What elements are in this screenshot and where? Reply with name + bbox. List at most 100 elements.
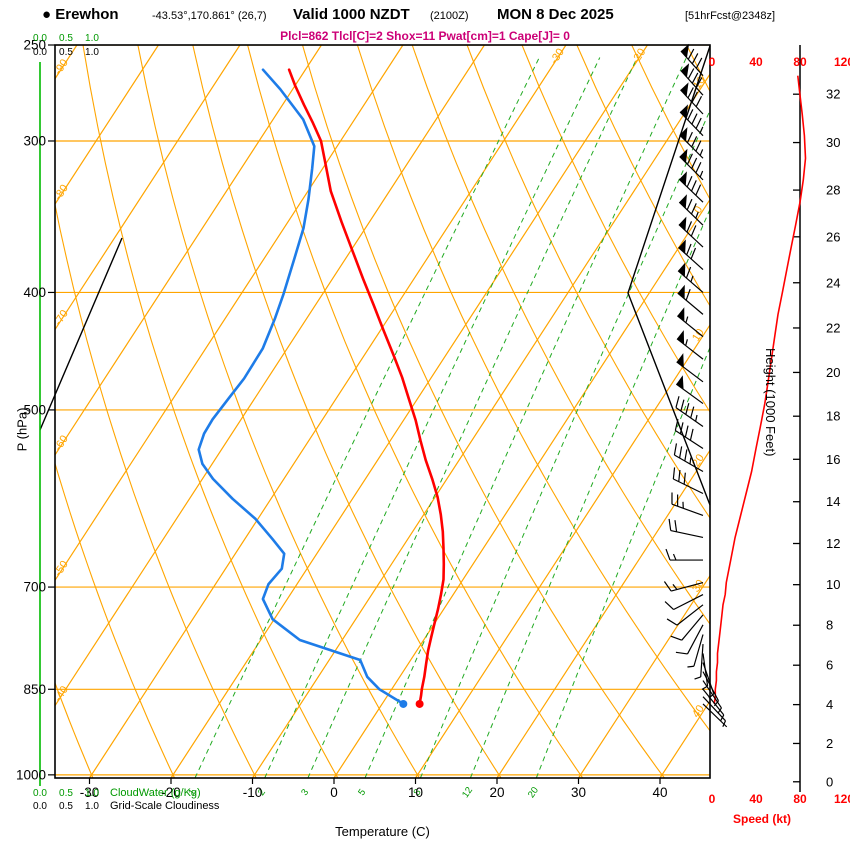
svg-text:26: 26 bbox=[826, 229, 840, 244]
cloudiness-scale-bottom-1: 1.0 bbox=[85, 801, 99, 812]
svg-text:16: 16 bbox=[826, 452, 840, 467]
valid-date: MON 8 Dec 2025 bbox=[497, 6, 614, 23]
svg-text:120: 120 bbox=[834, 792, 850, 806]
svg-text:32: 32 bbox=[826, 87, 840, 102]
svg-text:22: 22 bbox=[826, 320, 840, 335]
svg-text:12: 12 bbox=[826, 536, 840, 551]
plot-frame bbox=[54, 44, 711, 779]
cloudiness-scale-top-1: 1.0 bbox=[85, 47, 99, 58]
svg-text:0: 0 bbox=[709, 55, 716, 69]
svg-text:8: 8 bbox=[826, 618, 833, 633]
station-title: ● Erewhon bbox=[42, 6, 119, 23]
mixing-ratio-labels: 1 2 3 5 8 12 20 bbox=[186, 785, 541, 800]
station-bullet-icon: ● bbox=[42, 6, 52, 23]
svg-text:300: 300 bbox=[23, 133, 46, 148]
svg-text:120: 120 bbox=[834, 55, 850, 69]
svg-text:20: 20 bbox=[526, 785, 541, 800]
svg-text:-30: -30 bbox=[548, 46, 567, 66]
svg-text:500: 500 bbox=[23, 402, 46, 417]
svg-text:80: 80 bbox=[793, 55, 807, 69]
svg-text:2: 2 bbox=[826, 736, 833, 751]
speed-axis-labels: 0040408080120120 bbox=[709, 55, 850, 806]
station-coordinates: -43.53°,170.861° (26,7) bbox=[152, 10, 267, 22]
svg-text:40: 40 bbox=[749, 792, 763, 806]
svg-text:3: 3 bbox=[299, 787, 311, 798]
aux-reference-line bbox=[627, 45, 711, 506]
svg-text:30: 30 bbox=[826, 135, 840, 150]
svg-text:1000: 1000 bbox=[16, 767, 46, 782]
svg-text:-30: -30 bbox=[80, 785, 100, 800]
cloudiness-scale-top-0: 0.0 bbox=[33, 47, 47, 58]
mixing-ratio-lines bbox=[194, 57, 710, 778]
station-name: Erewhon bbox=[55, 6, 119, 23]
cloudwater-scale-top-1: 1.0 bbox=[85, 33, 99, 44]
svg-text:30: 30 bbox=[690, 578, 707, 595]
svg-text:40: 40 bbox=[652, 785, 667, 800]
svg-text:0: 0 bbox=[692, 204, 705, 216]
svg-text:20: 20 bbox=[489, 785, 504, 800]
svg-text:18: 18 bbox=[826, 409, 840, 424]
cloudiness-scale-top-05: 0.5 bbox=[59, 47, 73, 58]
temperature-curve bbox=[287, 68, 446, 706]
temperature-axis-title: Temperature (C) bbox=[335, 824, 430, 839]
svg-text:-10: -10 bbox=[243, 785, 263, 800]
svg-text:-20: -20 bbox=[630, 46, 649, 66]
cloudwater-scale-bottom-05: 0.5 bbox=[59, 788, 73, 799]
svg-text:10: 10 bbox=[408, 785, 423, 800]
svg-text:14: 14 bbox=[826, 494, 840, 509]
svg-text:28: 28 bbox=[826, 183, 840, 198]
cloudwater-scale-top-0: 0.0 bbox=[33, 33, 47, 44]
height-axis-title: Height (1000 Feet) bbox=[763, 348, 778, 457]
forecast-hour: [51hrFcst@2348z] bbox=[685, 10, 776, 22]
svg-text:2: 2 bbox=[256, 787, 268, 798]
svg-text:6: 6 bbox=[826, 658, 833, 673]
cloudwater-scale-top-05: 0.5 bbox=[59, 33, 73, 44]
cloudiness-scale-bottom-0: 0.0 bbox=[33, 801, 47, 812]
surface-dots bbox=[399, 699, 424, 708]
dewpoint-curve bbox=[197, 68, 405, 706]
svg-text:-20: -20 bbox=[161, 785, 181, 800]
svg-text:4: 4 bbox=[826, 697, 833, 712]
speed-axis-title: Speed (kt) bbox=[733, 812, 792, 826]
cloudwater-scale-bottom-1: 1.0 bbox=[85, 788, 99, 799]
valid-time-zulu: (2100Z) bbox=[430, 10, 469, 22]
cloudwater-scale-bottom-0: 0.0 bbox=[33, 788, 47, 799]
svg-text:8: 8 bbox=[412, 787, 424, 798]
svg-text:1: 1 bbox=[186, 787, 198, 798]
svg-text:400: 400 bbox=[23, 285, 46, 300]
svg-text:0: 0 bbox=[826, 774, 833, 789]
wind-speed-curve bbox=[713, 75, 807, 705]
isobar-lines bbox=[55, 45, 710, 776]
wind-barbs bbox=[663, 43, 728, 728]
sounding-parameters: Plcl=862 Tlcl[C]=2 Shox=11 Pwat[cm]=1 Ca… bbox=[280, 29, 570, 43]
svg-text:0: 0 bbox=[330, 785, 338, 800]
svg-text:850: 850 bbox=[23, 682, 46, 697]
svg-text:10: 10 bbox=[826, 577, 840, 592]
svg-text:40: 40 bbox=[690, 703, 707, 720]
svg-text:24: 24 bbox=[826, 275, 840, 290]
cloudiness-legend: Grid-Scale Cloudiness bbox=[110, 800, 220, 812]
svg-text:5: 5 bbox=[356, 787, 368, 798]
isotherm-lines bbox=[55, 45, 710, 778]
pressure-axis-title: P (hPa) bbox=[14, 407, 30, 452]
cloudwater-legend: CloudWater (g/Kg) bbox=[110, 787, 201, 799]
svg-text:40: 40 bbox=[749, 55, 763, 69]
svg-text:0: 0 bbox=[709, 792, 716, 806]
temperature-axis-labels: -30 -20 -10 0 10 20 30 40 bbox=[80, 778, 668, 800]
cloudiness-scale-bottom-05: 0.5 bbox=[59, 801, 73, 812]
svg-text:12: 12 bbox=[460, 785, 475, 800]
pressure-axis-labels: 250 300 400 500 700 850 1000 bbox=[16, 38, 55, 782]
svg-text:10: 10 bbox=[690, 327, 707, 344]
svg-text:700: 700 bbox=[23, 580, 46, 595]
dry-adiabat-lines bbox=[55, 45, 710, 778]
svg-text:80: 80 bbox=[793, 792, 807, 806]
cloudiness-profile-line bbox=[39, 237, 123, 431]
svg-text:250: 250 bbox=[23, 38, 46, 53]
svg-text:30: 30 bbox=[571, 785, 586, 800]
svg-text:20: 20 bbox=[826, 365, 840, 380]
valid-time: Valid 1000 NZDT bbox=[293, 6, 410, 23]
